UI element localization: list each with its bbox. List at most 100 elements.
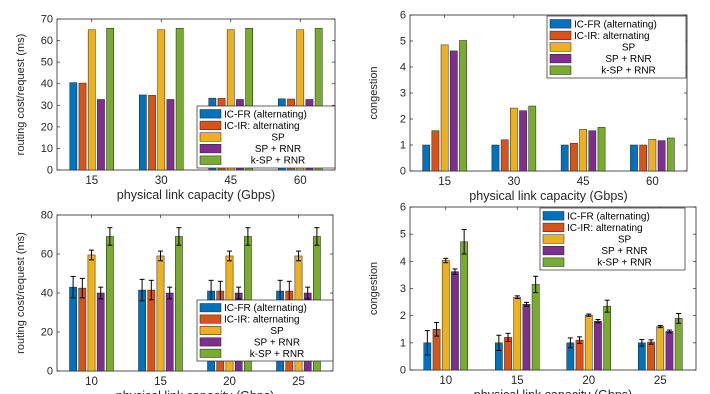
bar [147,289,156,372]
legend-swatch [199,120,222,130]
legend-label: IC-IR: alternating [567,223,643,234]
x-tick-label: 15 [154,376,167,388]
bar [460,241,468,371]
legend-swatch [199,155,222,165]
legend-swatch [549,42,572,52]
bar [87,29,96,171]
y-tick-label: 40 [41,288,53,300]
x-tick-label: 30 [507,176,520,188]
bar [560,144,569,172]
y-tick-label: 0 [400,166,406,178]
bar [531,284,540,371]
y-tick-label: 70 [41,14,53,26]
bar [597,127,606,172]
bar [245,28,254,171]
y-tick-label: 2 [400,114,406,126]
bar [138,289,146,372]
bar [440,44,449,172]
chart-panel-1: 0 10 20 30 40 50 60 70 15 30 45 60 physical link cap… [15,14,336,202]
legend-swatch [549,19,572,29]
legend-swatch [199,303,222,313]
y-axis-label: congestion [368,262,380,315]
legend-label: k-SP + RNR [601,66,656,77]
y-tick-label: 0 [400,365,406,377]
legend-swatch [199,348,222,358]
legend: IC-FR (alternating)IC-IR: alternatingSPS… [546,15,687,79]
legend-swatch [549,30,572,40]
legend: IC-FR (alternating)IC-IR: alternatingSPS… [539,207,686,271]
y-tick-label: 20 [41,121,53,133]
y-tick-label: 1 [400,140,406,152]
y-tick-label: 40 [41,78,53,90]
x-tick-label: 45 [577,176,590,188]
legend-swatch [549,54,572,64]
legend-swatch [542,211,565,221]
bar [166,99,175,171]
legend: IC-FR (alternating)IC-IR: alternatingSPS… [196,105,336,169]
bar [513,296,522,371]
y-axis-label: routing cost/request (ms) [15,232,27,354]
legend-label: SP + RNR [255,144,301,155]
bar [647,341,655,371]
y-tick-label: 6 [400,202,406,214]
legend-label: SP [622,43,636,54]
legend-label: SP [270,326,284,337]
bar [639,144,648,172]
bar [69,286,77,372]
x-tick-label: 60 [294,175,307,187]
bar [584,314,593,371]
bar [87,254,96,372]
bar [449,50,458,172]
bar [69,82,78,171]
y-tick-label: 2 [400,310,406,322]
bar [522,304,531,371]
x-tick-label: 30 [155,175,168,187]
y-tick-label: 50 [41,57,53,69]
bar [500,139,509,172]
legend-label: k-SP + RNR [597,258,652,269]
legend-label: IC-FR (alternating) [567,211,650,222]
bar [638,342,646,371]
x-axis-label: physical link capacity (Gbps) [469,189,627,203]
legend-label: IC-IR: alternating [224,315,300,326]
bar [157,29,166,171]
x-tick-label: 45 [224,175,237,187]
x-tick-label: 25 [654,375,667,387]
y-tick-label: 1 [400,337,406,349]
y-tick-label: 0 [47,366,53,378]
y-tick-label: 5 [400,229,406,241]
bar [519,110,527,172]
x-tick-label: 60 [646,176,659,188]
bar [96,292,105,372]
y-tick-label: 4 [400,62,406,74]
bar [510,107,518,172]
legend: IC-FR (alternating)IC-IR: alternatingSPS… [196,299,334,362]
bar [156,255,165,372]
bar [459,40,467,172]
x-tick-label: 25 [292,376,305,388]
bar [603,305,611,371]
bar [666,137,675,172]
x-tick-label: 20 [223,376,236,388]
bar [451,271,459,371]
bar [665,331,674,371]
y-tick-label: 4 [400,256,406,268]
x-axis-label: physical link capacity (Gbps) [116,389,274,394]
bar [674,318,683,371]
y-tick-label: 3 [400,283,406,295]
legend-label: IC-IR: alternating [574,31,650,42]
bar [226,29,235,171]
bar [579,129,587,172]
bar [314,28,323,171]
legend-swatch [542,257,565,267]
legend-label: IC-FR (alternating) [224,303,307,314]
x-axis-label: physical link capacity (Gbps) [474,388,632,394]
x-axis-label: physical link capacity (Gbps) [117,188,275,202]
bar [630,144,638,172]
chart-panel-4: 0 1 2 3 4 5 6 10 15 20 25 physical link capacity (G… [368,202,697,394]
bar [594,320,602,371]
legend-label: IC-IR: alternating [224,121,300,132]
legend-swatch [199,109,222,119]
